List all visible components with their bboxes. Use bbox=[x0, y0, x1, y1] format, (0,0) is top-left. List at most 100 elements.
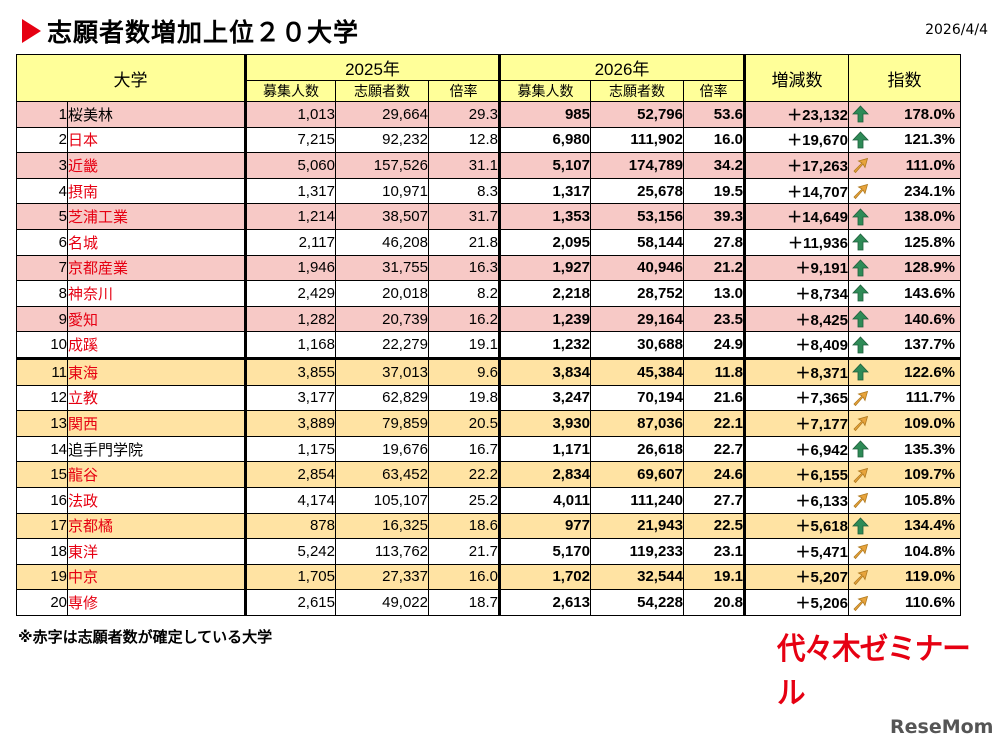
quota-2026: 1,353 bbox=[498, 203, 591, 230]
table-row: 5 芝浦工業 1,214 38,507 31.7 1,353 53,156 39.3 ＋14,6… bbox=[16, 203, 961, 230]
university-name: 摂南 bbox=[67, 177, 246, 205]
applicants-2026: 30,688 bbox=[590, 331, 684, 359]
quota-2025: 1,175 bbox=[244, 435, 336, 463]
table-row: 12 立教 3,177 62,829 19.8 3,247 70,194 21.6 ＋7,365… bbox=[16, 384, 961, 412]
resemom-watermark: ReseMom bbox=[890, 716, 994, 738]
ratio-2026: 39.3 bbox=[683, 203, 745, 230]
arrow-up-right-icon bbox=[852, 414, 869, 432]
quota-2026: 1,239 bbox=[498, 305, 591, 333]
rank-cell: 6 bbox=[16, 228, 68, 256]
index-cell: 111.0% bbox=[848, 152, 961, 179]
index-cell: 138.0% bbox=[848, 203, 961, 230]
applicants-2025: 157,526 bbox=[335, 152, 429, 179]
ratio-2025: 18.6 bbox=[428, 512, 500, 540]
ratio-2025: 16.0 bbox=[428, 563, 500, 591]
change-value: ＋14,649 bbox=[743, 203, 849, 230]
header-ratio-2026: 倍率 bbox=[683, 80, 745, 102]
ratio-2025: 9.6 bbox=[428, 356, 500, 386]
quota-2025: 3,889 bbox=[244, 410, 336, 437]
date-label: 2026/4/4 bbox=[925, 22, 988, 38]
quota-2025: 878 bbox=[244, 512, 336, 540]
header-ratio-2025: 倍率 bbox=[428, 80, 500, 102]
arrow-up-icon bbox=[852, 517, 869, 535]
index-value: 109.0% bbox=[904, 414, 955, 432]
university-name: 龍谷 bbox=[67, 461, 246, 488]
ratio-2025: 31.7 bbox=[428, 203, 500, 230]
index-value: 137.7% bbox=[904, 336, 955, 354]
ratio-2026: 27.8 bbox=[683, 228, 745, 256]
rank-cell: 15 bbox=[16, 461, 68, 488]
table-row: 4 摂南 1,317 10,971 8.3 1,317 25,678 19.5 ＋14,707 2… bbox=[16, 177, 961, 205]
ratio-2025: 31.1 bbox=[428, 152, 500, 179]
ratio-2025: 8.2 bbox=[428, 280, 500, 307]
rank-cell: 10 bbox=[16, 331, 68, 359]
index-cell: 104.8% bbox=[848, 538, 961, 565]
university-name: 愛知 bbox=[67, 305, 246, 333]
rank-cell: 9 bbox=[16, 305, 68, 333]
rank-cell: 7 bbox=[16, 254, 68, 282]
quota-2026: 6,980 bbox=[498, 126, 591, 154]
table-row: 10 成蹊 1,168 22,279 19.1 1,232 30,688 24.9 ＋8,409… bbox=[16, 331, 961, 359]
applicants-2026: 119,233 bbox=[590, 538, 684, 565]
quota-2025: 1,282 bbox=[244, 305, 336, 333]
university-name: 京都橘 bbox=[67, 512, 246, 540]
index-value: 234.1% bbox=[904, 182, 955, 200]
applicants-2025: 10,971 bbox=[335, 177, 429, 205]
ratio-2025: 18.7 bbox=[428, 589, 500, 616]
quota-2026: 1,927 bbox=[498, 254, 591, 282]
ratio-2025: 8.3 bbox=[428, 177, 500, 205]
arrow-up-right-icon bbox=[852, 182, 869, 200]
applicants-2025: 63,452 bbox=[335, 461, 429, 488]
table-row: 6 名城 2,117 46,208 21.8 2,095 58,144 27.8 ＋11,936… bbox=[16, 228, 961, 256]
ratio-2026: 20.8 bbox=[683, 589, 745, 616]
arrow-up-icon bbox=[852, 105, 869, 123]
applicants-2026: 53,156 bbox=[590, 203, 684, 230]
index-value: 121.3% bbox=[904, 131, 955, 149]
arrow-up-right-icon bbox=[852, 491, 869, 509]
quota-2026: 5,170 bbox=[498, 538, 591, 565]
ratio-2026: 21.2 bbox=[683, 254, 745, 282]
rank-cell: 13 bbox=[16, 410, 68, 437]
quota-2025: 2,615 bbox=[244, 589, 336, 616]
change-value: ＋6,942 bbox=[743, 435, 849, 463]
quota-2025: 1,168 bbox=[244, 331, 336, 359]
ratio-2026: 11.8 bbox=[683, 356, 745, 386]
applicants-2026: 32,544 bbox=[590, 563, 684, 591]
quota-2026: 4,011 bbox=[498, 486, 591, 514]
table-row: 3 近畿 5,060 157,526 31.1 5,107 174,789 34.2 ＋17,2… bbox=[16, 152, 961, 179]
arrow-up-right-icon bbox=[852, 389, 869, 407]
table-row: 15 龍谷 2,854 63,452 22.2 2,834 69,607 24.6 ＋6,155… bbox=[16, 461, 961, 488]
university-name: 専修 bbox=[67, 589, 246, 616]
university-name: 中京 bbox=[67, 563, 246, 591]
change-value: ＋23,132 bbox=[743, 101, 849, 128]
footnote: ※赤字は志願者数が確定している大学 bbox=[18, 628, 273, 646]
ratio-2026: 23.5 bbox=[683, 305, 745, 333]
applicants-2026: 58,144 bbox=[590, 228, 684, 256]
applicants-2026: 174,789 bbox=[590, 152, 684, 179]
ratio-2026: 27.7 bbox=[683, 486, 745, 514]
applicants-2026: 45,384 bbox=[590, 356, 684, 386]
applicants-2026: 52,796 bbox=[590, 101, 684, 128]
applicants-2026: 69,607 bbox=[590, 461, 684, 488]
index-cell: 119.0% bbox=[848, 563, 961, 591]
applicants-2026: 87,036 bbox=[590, 410, 684, 437]
rank-cell: 2 bbox=[16, 126, 68, 154]
change-value: ＋6,133 bbox=[743, 486, 849, 514]
arrow-up-right-icon bbox=[852, 466, 869, 484]
rank-cell: 11 bbox=[16, 356, 68, 386]
applicants-2025: 46,208 bbox=[335, 228, 429, 256]
change-value: ＋5,618 bbox=[743, 512, 849, 540]
table-row: 14 追手門学院 1,175 19,676 16.7 1,171 26,618 22.7 ＋6,… bbox=[16, 435, 961, 463]
ratio-2025: 12.8 bbox=[428, 126, 500, 154]
quota-2026: 3,834 bbox=[498, 356, 591, 386]
ratio-2026: 21.6 bbox=[683, 384, 745, 412]
table-row: 9 愛知 1,282 20,739 16.2 1,239 29,164 23.5 ＋8,425 1… bbox=[16, 305, 961, 333]
index-cell: 110.6% bbox=[848, 589, 961, 616]
table-row: 1 桜美林 1,013 29,664 29.3 985 52,796 53.6 ＋23,132 1… bbox=[16, 101, 961, 128]
index-cell: 140.6% bbox=[848, 305, 961, 333]
page-title: 志願者数増加上位２０大学 bbox=[22, 14, 359, 48]
quota-2026: 2,834 bbox=[498, 461, 591, 488]
index-value: 111.7% bbox=[905, 389, 955, 407]
ratio-2026: 13.0 bbox=[683, 280, 745, 307]
quota-2025: 1,013 bbox=[244, 101, 336, 128]
